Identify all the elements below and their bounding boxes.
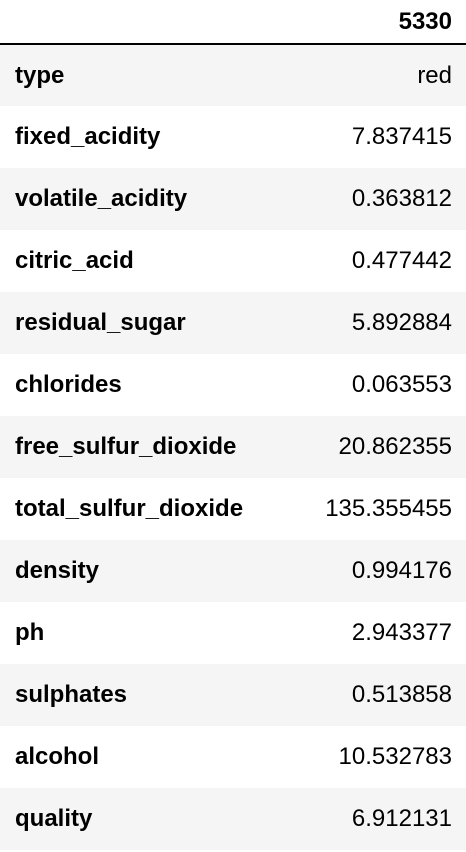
row-label: residual_sugar (15, 309, 186, 336)
row-label: ph (15, 619, 45, 646)
table-header: 5330 (0, 0, 466, 45)
row-value: 5.892884 (351, 309, 452, 336)
row-label: volatile_acidity (15, 185, 188, 212)
index-header-blank (0, 0, 292, 45)
table-row: citric_acid 0.477442 (0, 230, 466, 292)
table-row: quality 6.912131 (0, 788, 466, 850)
row-value: 135.355455 (325, 495, 452, 522)
table-row: ph 2.943377 (0, 602, 466, 664)
table-row: sulphates 0.513858 (0, 664, 466, 726)
row-value: 2.943377 (351, 619, 452, 646)
column-header: 5330 (292, 0, 466, 45)
header-row: 5330 (0, 0, 466, 45)
row-label: sulphates (15, 681, 128, 708)
table-row: type red (0, 44, 466, 106)
row-label: chlorides (15, 371, 122, 398)
row-label: citric_acid (15, 247, 134, 274)
table-row: volatile_acidity 0.363812 (0, 168, 466, 230)
row-label: total_sulfur_dioxide (15, 495, 244, 522)
row-value: 20.862355 (338, 433, 452, 460)
row-label: quality (15, 805, 93, 832)
row-value: 10.532783 (338, 743, 452, 770)
row-label: type (15, 61, 65, 89)
row-label: fixed_acidity (15, 123, 161, 150)
table-row: total_sulfur_dioxide 135.355455 (0, 478, 466, 540)
row-value: 0.063553 (351, 371, 452, 398)
row-label: alcohol (15, 743, 100, 770)
table-row: density 0.994176 (0, 540, 466, 602)
row-value: 0.363812 (351, 185, 452, 212)
table-row: chlorides 0.063553 (0, 354, 466, 416)
row-label: free_sulfur_dioxide (15, 433, 237, 460)
row-value: 0.513858 (351, 681, 452, 708)
table-body: type red fixed_acidity 7.837415 volatile… (0, 44, 466, 850)
row-value: 0.994176 (351, 557, 452, 584)
row-value: 0.477442 (351, 247, 452, 274)
row-label: density (15, 557, 100, 584)
row-value: 7.837415 (351, 123, 452, 150)
table-row: alcohol 10.532783 (0, 726, 466, 788)
table-row: residual_sugar 5.892884 (0, 292, 466, 354)
table-row: free_sulfur_dioxide 20.862355 (0, 416, 466, 478)
row-value: red (417, 61, 452, 89)
table-row: fixed_acidity 7.837415 (0, 106, 466, 168)
row-value: 6.912131 (351, 805, 452, 832)
